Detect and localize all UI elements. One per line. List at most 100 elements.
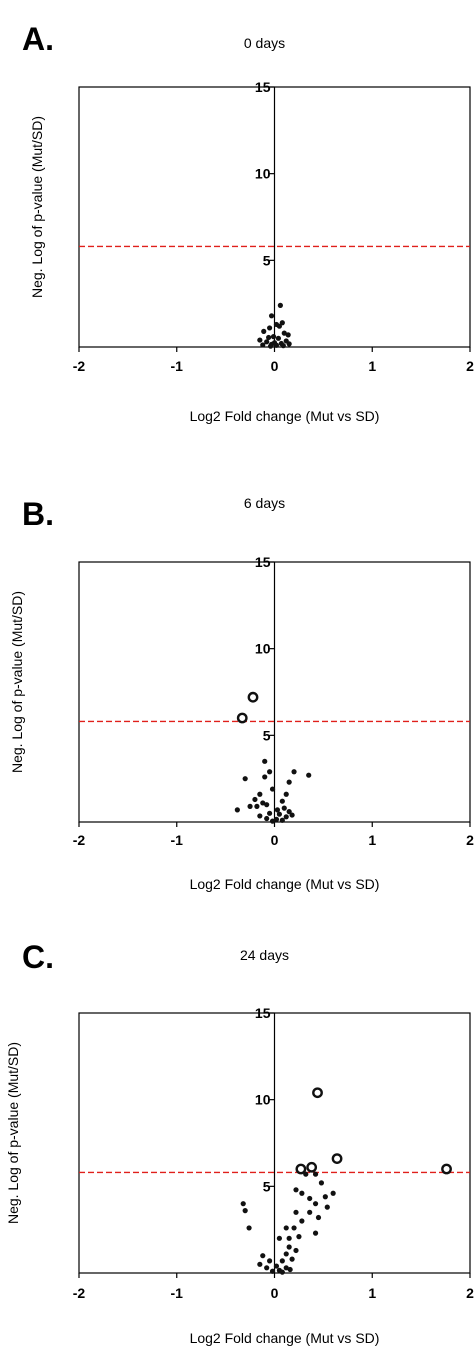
panel-title: 0 days — [244, 35, 285, 51]
y-tick-label: 10 — [255, 641, 271, 657]
x-tick-label: 0 — [271, 358, 279, 374]
panel-3: C. 24 days 5 10 15 -2 -1 0 1 2 Log2 Fold change (M… — [5, 939, 474, 1346]
data-point — [280, 343, 286, 349]
x-axis-label: Log2 Fold change (Mut vs SD) — [190, 408, 380, 424]
data-point — [260, 800, 266, 806]
x-tick-label: 2 — [466, 358, 474, 374]
data-point — [293, 1209, 299, 1215]
y-tick-label: 10 — [255, 1092, 271, 1108]
data-point — [299, 1218, 305, 1224]
data-point — [273, 816, 280, 823]
data-point — [286, 341, 292, 347]
data-point — [279, 1269, 285, 1275]
data-point — [291, 1225, 297, 1231]
data-point — [283, 1251, 289, 1257]
significant-data-point — [306, 1161, 318, 1173]
data-point — [247, 803, 253, 810]
data-point — [279, 1258, 285, 1264]
data-point — [279, 320, 285, 326]
panel-letter: A. — [22, 21, 54, 57]
x-tick-label: -1 — [171, 358, 184, 374]
data-point — [330, 1190, 336, 1196]
x-tick-label: -1 — [171, 832, 184, 848]
data-point — [234, 807, 240, 813]
significant-data-point — [236, 712, 248, 724]
data-point — [276, 811, 282, 817]
data-point — [279, 798, 285, 804]
data-point — [242, 776, 248, 782]
data-point — [307, 1195, 313, 1202]
data-point — [257, 1261, 263, 1267]
data-point — [287, 1266, 293, 1273]
y-axis-label: Neg. Log of p-value (Mut/SD) — [29, 116, 45, 298]
data-point — [276, 1235, 282, 1241]
y-tick-label: 15 — [255, 79, 271, 95]
data-point — [252, 796, 258, 803]
data-point — [307, 1209, 313, 1215]
data-point — [283, 1265, 289, 1271]
x-axis-label: Log2 Fold change (Mut vs SD) — [190, 1330, 380, 1346]
data-point — [254, 803, 260, 810]
data-point — [257, 813, 263, 819]
data-point — [267, 810, 273, 816]
y-axis-label: Neg. Log of p-value (Mut/SD) — [9, 591, 25, 773]
data-point — [283, 1225, 289, 1231]
data-point — [281, 330, 287, 336]
x-tick-label: 1 — [368, 832, 376, 848]
data-point — [296, 1234, 302, 1240]
data-point — [324, 1204, 330, 1210]
panel-letter: B. — [22, 496, 54, 532]
significant-data-point — [312, 1087, 323, 1099]
data-point — [312, 1230, 319, 1236]
data-point — [286, 1235, 292, 1241]
data-point — [285, 332, 291, 338]
data-point — [262, 758, 268, 764]
data-point — [267, 343, 274, 349]
data-point — [286, 779, 292, 785]
data-point — [281, 805, 287, 811]
data-point — [257, 791, 263, 797]
y-tick-label: 5 — [263, 1178, 271, 1194]
data-point — [270, 334, 277, 340]
data-point — [277, 302, 283, 308]
data-point — [289, 1256, 295, 1262]
data-point — [242, 1208, 248, 1214]
data-point — [274, 807, 281, 813]
data-point — [273, 321, 280, 328]
panel-title: 6 days — [244, 495, 285, 511]
data-point — [299, 1190, 305, 1196]
data-point — [275, 335, 282, 341]
data-point — [291, 769, 297, 775]
data-point — [260, 342, 266, 348]
data-point — [261, 328, 267, 334]
significant-data-point — [247, 691, 259, 703]
x-tick-label: 2 — [466, 832, 474, 848]
data-point — [273, 342, 280, 348]
data-point — [269, 786, 276, 792]
panel-letter: C. — [22, 939, 54, 975]
x-tick-label: -2 — [73, 832, 86, 848]
data-point — [267, 325, 273, 331]
data-point — [264, 339, 270, 345]
data-point — [262, 774, 268, 780]
data-point — [268, 313, 275, 319]
y-tick-label: 15 — [255, 554, 271, 570]
x-tick-label: -2 — [73, 1285, 86, 1301]
x-tick-label: 1 — [368, 358, 376, 374]
data-point — [322, 1194, 328, 1200]
data-point — [257, 337, 263, 343]
y-tick-label: 15 — [255, 1005, 271, 1021]
data-point — [289, 812, 295, 818]
data-point — [273, 1263, 280, 1269]
panel-title: 24 days — [240, 947, 289, 963]
data-point — [312, 1171, 319, 1177]
data-point — [240, 1201, 246, 1207]
data-point — [312, 1201, 319, 1207]
data-point — [306, 772, 312, 778]
data-point — [293, 1187, 299, 1193]
panel-2: B. 6 days 5 10 15 -2 -1 0 1 2 Log2 Fold change (Mu… — [9, 495, 474, 892]
x-tick-label: 2 — [466, 1285, 474, 1301]
y-tick-label: 10 — [255, 166, 271, 182]
data-point — [266, 334, 272, 341]
